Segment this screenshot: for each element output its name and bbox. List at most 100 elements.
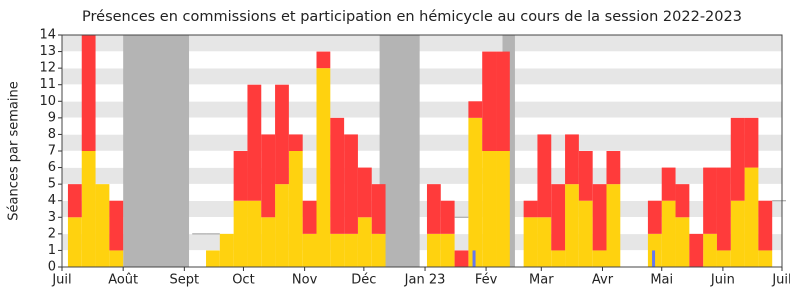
y-tick-label: 6	[48, 160, 56, 175]
marker-bar	[472, 250, 476, 267]
y-axis-label: Séances par semaine	[7, 81, 22, 220]
x-tick-label: Déc	[351, 273, 376, 288]
bar	[675, 217, 690, 267]
bar	[426, 233, 441, 267]
bar	[316, 68, 331, 268]
x-tick-label: Fév	[475, 273, 498, 288]
bar	[371, 184, 386, 234]
bar	[730, 200, 745, 267]
y-tick-label: 11	[39, 77, 56, 92]
bar	[288, 134, 303, 151]
bar	[233, 200, 248, 267]
bar	[468, 117, 483, 267]
bar	[468, 101, 483, 118]
bar	[578, 151, 593, 201]
y-tick-label: 7	[48, 144, 56, 159]
bar	[67, 184, 82, 218]
y-tick-label: 2	[48, 226, 56, 241]
bar	[703, 233, 717, 267]
bar	[716, 167, 731, 251]
grid-stripe	[62, 35, 782, 52]
x-tick-label: Avr	[592, 273, 614, 288]
bar	[330, 117, 345, 234]
bar	[454, 250, 469, 267]
bar	[523, 200, 538, 218]
bar	[716, 250, 731, 267]
bar	[565, 184, 579, 267]
bar	[537, 217, 552, 267]
recess-band	[123, 35, 190, 267]
bar	[206, 250, 220, 267]
bar	[647, 200, 662, 234]
x-tick-label: Août	[108, 273, 138, 288]
y-tick-label: 9	[48, 110, 56, 125]
bar	[302, 233, 317, 267]
bar	[371, 233, 386, 267]
bar	[109, 250, 124, 267]
bar	[689, 233, 704, 267]
bar	[758, 200, 773, 251]
bar	[344, 134, 358, 234]
bar	[302, 200, 317, 234]
bar	[81, 35, 96, 151]
x-tick-label: Jan 23	[404, 273, 446, 288]
y-tick-label: 12	[39, 61, 56, 76]
bar	[330, 233, 345, 267]
bar	[357, 217, 372, 267]
bar	[551, 250, 566, 267]
bar	[426, 184, 441, 234]
y-tick-label: 0	[48, 260, 56, 275]
bar	[744, 167, 759, 267]
bar	[288, 151, 303, 267]
x-tick-label: Mai	[650, 273, 673, 288]
bar	[606, 151, 621, 185]
x-tick-label: Juil	[51, 273, 71, 288]
bar	[661, 167, 676, 201]
chart-title: Présences en commissions et participatio…	[82, 9, 742, 25]
grid-stripe	[62, 134, 782, 151]
bar	[537, 134, 552, 218]
bar	[219, 233, 234, 267]
bar	[81, 151, 96, 267]
grid-stripe	[62, 101, 782, 118]
bar	[592, 250, 607, 267]
bar	[730, 117, 745, 201]
bar	[247, 84, 262, 201]
bar	[233, 151, 248, 201]
bar	[67, 217, 82, 267]
y-tick-label: 5	[48, 177, 56, 192]
bar	[275, 84, 289, 185]
bar	[703, 167, 717, 234]
y-tick-label: 1	[48, 243, 56, 258]
bar	[109, 200, 124, 251]
bar	[496, 151, 510, 267]
bar	[316, 51, 331, 69]
bar	[440, 233, 455, 267]
bar	[261, 134, 276, 218]
bar	[744, 117, 759, 168]
bar	[578, 200, 593, 267]
y-tick-label: 8	[48, 127, 56, 142]
x-tick-label: Oct	[232, 273, 254, 288]
bar	[523, 217, 538, 267]
bar	[496, 51, 510, 152]
bar	[482, 151, 497, 267]
bar	[247, 200, 262, 267]
plot-frame	[61, 34, 783, 268]
y-tick-label: 10	[39, 94, 56, 109]
x-tick-label: Mar	[529, 273, 554, 288]
bar	[261, 217, 276, 267]
recess-band	[379, 35, 420, 267]
y-tick-label: 4	[48, 193, 56, 208]
bar	[606, 184, 621, 267]
bar	[675, 184, 690, 218]
y-tick-label: 13	[39, 44, 56, 59]
y-tick-label: 3	[48, 210, 56, 225]
grid-stripe	[62, 68, 782, 85]
bar	[592, 184, 607, 251]
x-tick-label: Sept	[170, 273, 200, 288]
bar	[482, 51, 497, 152]
x-tick-label: Juin	[710, 273, 735, 288]
